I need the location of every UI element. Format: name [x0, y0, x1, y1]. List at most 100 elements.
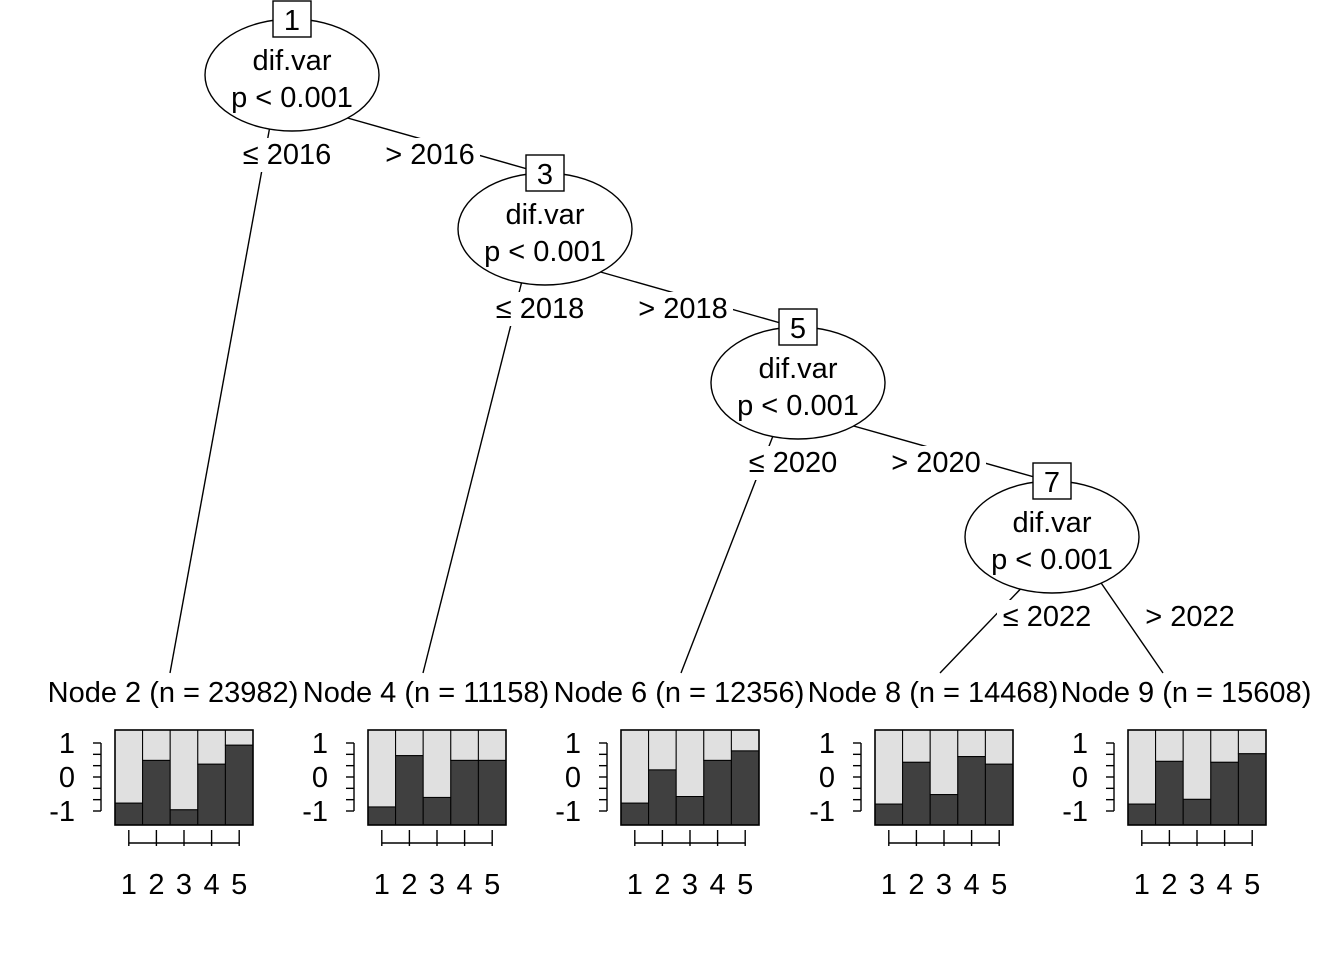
x-tick-label: 2	[148, 869, 164, 901]
bar-dark-2	[395, 755, 424, 826]
bar-light-3	[675, 729, 705, 797]
bar-light-1	[620, 729, 650, 804]
terminal-node-title: Node 6 (n = 12356)	[554, 677, 805, 709]
terminal-node-title: Node 8 (n = 14468)	[808, 677, 1059, 709]
node-id-box	[525, 154, 565, 192]
inner-nodes: 1 dif.var p < 0.001 ≤ 2016 > 2016 3 dif.var p <…	[204, 0, 1240, 634]
y-tick-label: 0	[819, 762, 835, 794]
right-branch-label: > 2022	[1145, 601, 1235, 633]
bar-dark-2	[648, 769, 677, 826]
bar-light-3	[1182, 729, 1212, 800]
bar-dark-5	[984, 763, 1014, 826]
plot-frame	[367, 729, 507, 826]
x-tick-label: 2	[1161, 869, 1177, 901]
bar-light-3	[422, 729, 452, 798]
bar-light-1	[114, 729, 144, 804]
x-tick-label: 1	[881, 869, 897, 901]
y-tick-label: -1	[555, 796, 581, 828]
bar-light-3	[929, 729, 959, 796]
bar-dark-3	[422, 796, 452, 826]
terminal-node-title: Node 4 (n = 11158)	[303, 677, 549, 709]
x-tick-label: 1	[121, 869, 137, 901]
bar-dark-1	[874, 803, 904, 826]
x-tick-label: 5	[484, 869, 500, 901]
bar-light-1	[1127, 729, 1157, 805]
inner-node-5: 5 dif.var p < 0.001 ≤ 2020 > 2020	[710, 308, 986, 480]
x-tick-label: 5	[991, 869, 1007, 901]
split-variable: dif.var	[253, 45, 332, 77]
bar-dark-4	[1210, 761, 1239, 826]
y-tick-label: -1	[809, 796, 835, 828]
x-tick-label: 1	[374, 869, 390, 901]
bar-dark-4	[957, 756, 986, 826]
p-value: p < 0.001	[231, 82, 353, 114]
bar-light-4	[197, 729, 226, 765]
p-value: p < 0.001	[737, 390, 859, 422]
bar-light-4	[957, 729, 986, 758]
y-tick-label: 1	[565, 728, 581, 760]
y-tick-label: 0	[59, 762, 75, 794]
bar-dark-1	[1127, 803, 1157, 826]
y-tick-label: 1	[312, 728, 328, 760]
bar-light-5	[224, 729, 254, 746]
bar-dark-5	[477, 759, 507, 826]
x-tick-label: 2	[908, 869, 924, 901]
x-tick-label: 3	[1189, 869, 1205, 901]
x-tick-label: 3	[682, 869, 698, 901]
bar-light-5	[730, 729, 760, 752]
plot-frame	[620, 729, 760, 826]
bar-dark-3	[929, 794, 959, 826]
x-tick-label: 3	[936, 869, 952, 901]
x-tick-label: 1	[1134, 869, 1150, 901]
bar-light-4	[1210, 729, 1239, 763]
bar-light-2	[395, 729, 424, 757]
bar-dark-3	[675, 796, 705, 826]
x-tick-label: 3	[176, 869, 192, 901]
y-tick-label: -1	[1062, 796, 1088, 828]
y-tick-label: -1	[302, 796, 328, 828]
bar-light-5	[1237, 729, 1267, 755]
x-tick-label: 4	[204, 869, 220, 901]
y-tick-label: 1	[59, 728, 75, 760]
p-value: p < 0.001	[991, 544, 1113, 576]
bar-dark-2	[142, 759, 171, 826]
left-branch-label: ≤ 2018	[496, 293, 585, 325]
right-branch-label: > 2020	[891, 447, 981, 479]
x-tick-label: 2	[401, 869, 417, 901]
terminal-node-title: Node 9 (n = 15608)	[1061, 677, 1312, 709]
edge-node-3-left	[422, 268, 526, 674]
plot-frame	[1127, 729, 1267, 826]
plot-frame	[874, 729, 1014, 826]
bar-dark-1	[114, 802, 144, 826]
left-branch-label: ≤ 2022	[1003, 601, 1092, 633]
y-tick-label: 0	[312, 762, 328, 794]
x-tick-label: 2	[654, 869, 670, 901]
bar-light-1	[874, 729, 904, 805]
bar-light-2	[142, 729, 171, 761]
bar-light-2	[1155, 729, 1184, 762]
inner-node-3: 3 dif.var p < 0.001 ≤ 2018 > 2018	[457, 154, 733, 326]
y-tick-label: 0	[1072, 762, 1088, 794]
y-tick-label: 1	[1072, 728, 1088, 760]
x-tick-label: 1	[627, 869, 643, 901]
bar-dark-2	[902, 761, 931, 826]
terminal-node-5: Node 9 (n = 15608)10-11 2 3 4 5	[1061, 677, 1312, 901]
terminal-node-2: Node 4 (n = 11158)10-11 2 3 4 5	[302, 677, 549, 901]
bar-dark-3	[1182, 798, 1212, 826]
x-tick-label: 5	[231, 869, 247, 901]
bar-dark-3	[169, 809, 199, 826]
y-tick-label: 1	[819, 728, 835, 760]
bar-light-4	[450, 729, 479, 761]
bar-dark-5	[224, 744, 254, 826]
left-branch-label: ≤ 2020	[749, 447, 838, 479]
bar-light-3	[169, 729, 199, 811]
bar-light-5	[984, 729, 1014, 765]
p-value: p < 0.001	[484, 236, 606, 268]
bar-dark-4	[703, 759, 732, 826]
bar-light-5	[477, 729, 507, 761]
plot-frame	[114, 729, 254, 826]
right-branch-label: > 2016	[385, 139, 475, 171]
right-branch-label: > 2018	[638, 293, 728, 325]
x-tick-label: 4	[710, 869, 726, 901]
